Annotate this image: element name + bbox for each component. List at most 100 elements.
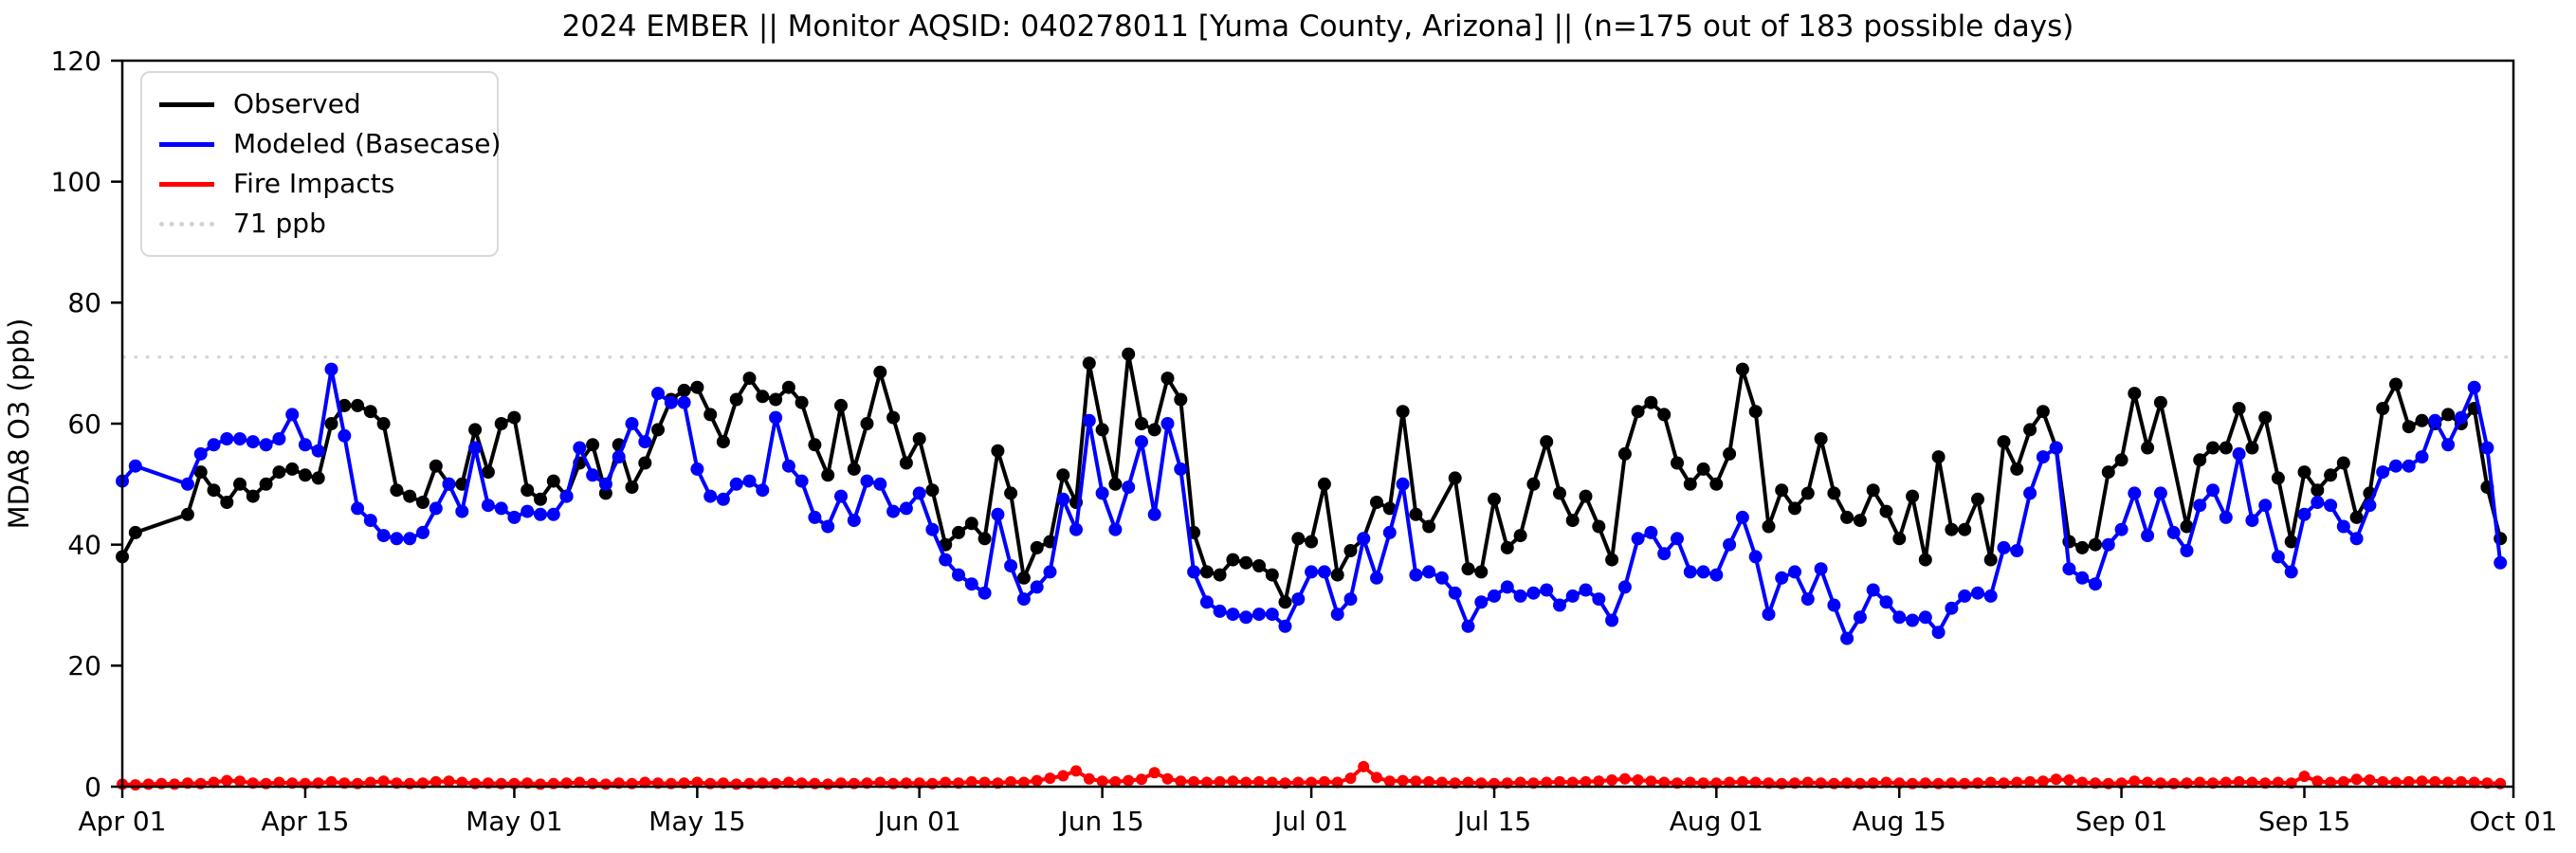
fire-impacts-marker — [221, 774, 233, 787]
fire-impacts-marker — [965, 775, 977, 788]
observed-marker — [598, 486, 612, 500]
observed-marker — [1305, 535, 1319, 549]
fire-impacts-marker — [1227, 775, 1239, 788]
modeled-basecase--marker — [1108, 522, 1123, 536]
modeled-basecase--marker — [1396, 477, 1410, 491]
modeled-basecase--marker — [1879, 595, 1893, 609]
modeled-basecase--marker — [429, 501, 443, 516]
fire-impacts-marker — [1566, 776, 1579, 789]
modeled-basecase--marker — [834, 489, 848, 503]
observed-marker — [2349, 510, 2364, 524]
modeled-basecase--marker — [625, 417, 639, 430]
modeled-basecase--marker — [298, 438, 312, 452]
modeled-basecase--marker — [2232, 446, 2246, 461]
fire-impacts-marker — [1200, 776, 1213, 789]
modeled-basecase--marker — [1814, 562, 1828, 576]
observed-marker — [1174, 392, 1188, 407]
modeled-basecase--marker — [1226, 608, 1240, 622]
modeled-basecase--marker — [821, 519, 835, 534]
modeled-basecase--marker — [1265, 608, 1279, 622]
observed-marker — [2153, 395, 2167, 409]
observed-marker — [1396, 405, 1410, 419]
observed-marker — [716, 435, 730, 449]
fire-impacts-marker — [1161, 772, 1174, 785]
fire-impacts-marker — [377, 775, 390, 788]
modeled-basecase--marker — [1631, 532, 1645, 546]
observed-marker — [1617, 446, 1632, 461]
fire-impacts-marker — [1096, 775, 1108, 788]
observed-marker — [128, 525, 142, 539]
observed-marker — [1748, 405, 1763, 419]
observed-marker — [2297, 465, 2311, 480]
legend-label: 71 ppb — [233, 208, 326, 239]
modeled-basecase--marker — [2166, 525, 2181, 539]
fire-impacts-marker — [1383, 775, 1396, 788]
legend-box: Observed Modeled (Basecase) Fire Impacts… — [140, 71, 502, 257]
observed-marker — [1016, 571, 1031, 585]
observed-marker — [1906, 489, 1920, 503]
modeled-basecase--marker — [899, 501, 913, 516]
observed-marker — [2075, 540, 2090, 554]
modeled-basecase--marker — [2402, 459, 2416, 473]
modeled-basecase--marker — [1278, 619, 1292, 633]
x-tick-label: Aug 15 — [1853, 806, 1946, 837]
x-tick-label: Oct 01 — [2470, 806, 2558, 837]
fire-impacts-marker — [535, 778, 546, 790]
modeled-basecase--marker — [1160, 417, 1175, 430]
modeled-basecase--marker — [546, 507, 560, 521]
observed-marker — [977, 532, 992, 546]
observed-marker — [1317, 477, 1331, 491]
observed-marker — [2180, 519, 2194, 534]
fire-impacts-marker — [2076, 776, 2089, 789]
modeled-basecase--marker — [1448, 586, 1462, 600]
observed-marker — [1709, 477, 1724, 491]
modeled-basecase--marker — [2193, 499, 2207, 513]
fire-impacts-marker — [2037, 775, 2049, 788]
modeled-basecase--marker — [1122, 481, 1136, 494]
modeled-basecase--marker — [1958, 589, 1972, 603]
fire-impacts-marker — [2402, 775, 2415, 788]
observed-marker — [2258, 410, 2273, 425]
y-tick-label: 20 — [67, 650, 101, 681]
modeled-basecase--marker — [1605, 613, 1619, 627]
observed-marker — [1540, 435, 1554, 449]
legend-label: Fire Impacts — [233, 168, 395, 199]
modeled-basecase--marker — [2258, 499, 2273, 513]
observed-marker — [899, 456, 913, 470]
fire-impacts-marker — [1188, 775, 1200, 788]
observed-marker — [1239, 555, 1253, 570]
fire-impacts-marker — [142, 778, 155, 790]
modeled-basecase--marker — [1317, 565, 1331, 579]
fire-impacts-marker — [1749, 776, 1762, 789]
observed-marker — [468, 423, 483, 437]
modeled-basecase--marker — [2180, 544, 2194, 557]
modeled-basecase--marker — [2441, 438, 2456, 452]
modeled-basecase--marker — [2428, 413, 2442, 427]
fire-impacts-marker — [1253, 775, 1265, 788]
observed-marker — [324, 417, 338, 430]
legend-item-threshold: 71 ppb — [159, 204, 480, 244]
modeled-basecase--marker — [1997, 540, 2011, 554]
modeled-basecase--marker — [1239, 610, 1253, 625]
modeled-basecase--marker — [1540, 583, 1554, 597]
modeled-basecase--marker — [1983, 589, 1998, 603]
modeled-basecase--marker — [1016, 592, 1031, 607]
modeled-basecase--marker — [2062, 562, 2076, 576]
observed-marker — [416, 496, 429, 509]
observed-marker — [363, 405, 377, 419]
legend-label: Observed — [233, 88, 361, 119]
legend-item-fire-impacts: Fire Impacts — [159, 164, 480, 204]
fire-impacts-marker — [2311, 775, 2324, 788]
modeled-basecase--marker — [416, 525, 429, 539]
observed-marker — [1565, 514, 1580, 528]
fire-impacts-marker — [2272, 776, 2284, 789]
fire-impacts-marker — [2377, 775, 2389, 788]
modeled-basecase--marker — [1069, 522, 1083, 536]
observed-marker — [2245, 441, 2259, 455]
modeled-basecase--marker — [847, 514, 861, 528]
modeled-basecase--marker — [507, 510, 521, 524]
y-axis-label: MDA8 O3 (ppb) — [3, 318, 35, 530]
modeled-basecase--marker — [781, 459, 795, 473]
legend-label: Modeled (Basecase) — [233, 128, 502, 159]
